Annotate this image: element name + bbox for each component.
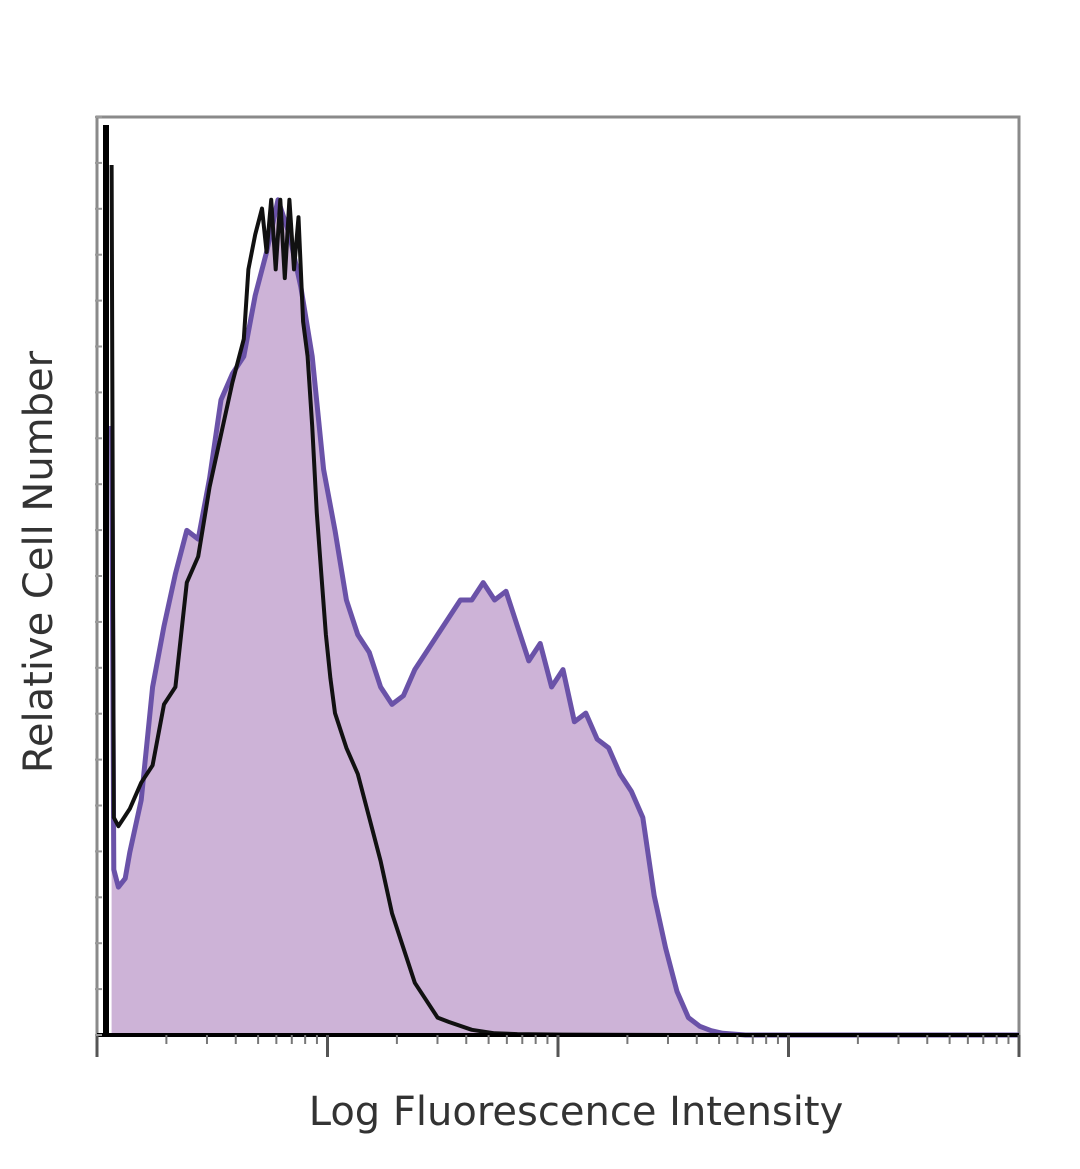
series-sample-fill	[111, 199, 1020, 1036]
x-axis-label: Log Fluorescence Intensity	[309, 1089, 844, 1135]
series-sample-line	[109, 197, 1019, 1038]
y-axis-label: Relative Cell Number	[16, 350, 62, 773]
axes-layer	[95, 116, 1021, 1057]
series-control-line	[109, 164, 1019, 1037]
series-layer	[109, 164, 1020, 1038]
